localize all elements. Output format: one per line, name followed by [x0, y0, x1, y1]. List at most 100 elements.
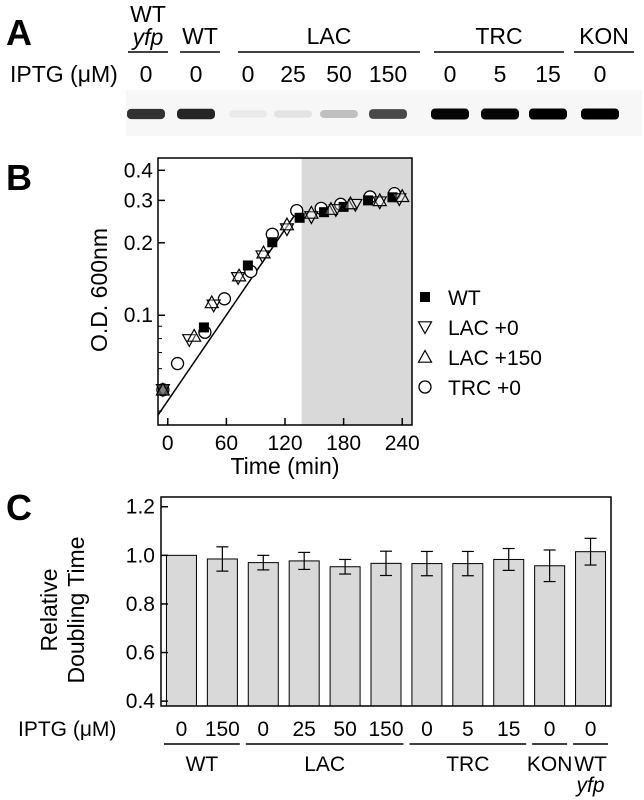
- y-tick-label: 0.4: [124, 159, 154, 182]
- y-tick-label: 0.8: [126, 593, 155, 616]
- category-label: 150: [368, 718, 403, 741]
- data-point: [181, 334, 197, 348]
- data-point: [394, 188, 410, 203]
- bar: [329, 566, 361, 707]
- data-point: [242, 260, 253, 271]
- lane-iptg-label: 50: [326, 61, 352, 87]
- x-tick-label: 60: [215, 432, 238, 455]
- data-point: [279, 216, 295, 231]
- y-tick-label: 0.4: [126, 690, 156, 713]
- blot-band: [127, 108, 165, 120]
- category-label: 0: [421, 718, 433, 741]
- category-label: 150: [205, 718, 240, 741]
- x-tick-label: 180: [326, 432, 361, 455]
- legend-label: LAC +150: [448, 347, 542, 370]
- data-point: [294, 212, 305, 223]
- legend-label: WT: [448, 287, 481, 310]
- panel-c-doubling-time: 0.4 0.6 0.8 1.0 1.2 Relative Doubling Time I…: [18, 496, 612, 797]
- bar: [411, 563, 443, 707]
- blot-band: [481, 108, 519, 120]
- legend-marker: [417, 349, 433, 363]
- data-point: [186, 328, 202, 342]
- y-tick-label: 0.2: [124, 232, 153, 255]
- group-label: KON: [579, 23, 629, 49]
- y-axis-label-line-1: Relative: [36, 568, 62, 651]
- group-label: WT: [130, 1, 166, 27]
- data-point: [155, 384, 171, 398]
- lane-iptg-label: 0: [594, 61, 607, 87]
- y-axis-label-line-2: Doubling Time: [63, 536, 89, 683]
- legend-label: TRC +0: [448, 377, 521, 400]
- data-points: [155, 186, 410, 398]
- blot-band: [177, 108, 215, 120]
- data-point: [231, 267, 247, 282]
- blot-band: [229, 110, 267, 118]
- legend-marker: [418, 380, 432, 394]
- blot-band: [581, 108, 619, 120]
- group-sublabel: yfp: [131, 24, 164, 50]
- category-label: 50: [333, 718, 356, 741]
- data-point: [255, 244, 272, 259]
- blot-bands: [127, 108, 619, 120]
- data-point: [319, 207, 330, 218]
- y-tick-label: 0.3: [124, 189, 153, 212]
- bar: [452, 563, 484, 707]
- group-label: TRC: [475, 23, 522, 49]
- bar: [370, 562, 402, 707]
- bar: [247, 562, 279, 707]
- category-label: 5: [462, 718, 474, 741]
- bar: [575, 551, 607, 707]
- panel-c-letter: C: [6, 487, 32, 528]
- lane-iptg-label: 0: [242, 61, 255, 87]
- category-label: 15: [497, 718, 520, 741]
- category-label: 25: [293, 718, 316, 741]
- bar: [534, 565, 566, 707]
- blot-band: [369, 109, 407, 119]
- x-tick-label: 0: [162, 432, 174, 455]
- panel-c-iptg-label: IPTG (μM): [18, 718, 116, 741]
- data-point: [217, 292, 232, 306]
- y-tick-label: 1.0: [126, 544, 155, 567]
- data-point: [342, 195, 358, 210]
- group-sublabel: yfp: [575, 774, 605, 797]
- category-label: 0: [176, 718, 188, 741]
- panel-b-letter: B: [6, 157, 32, 198]
- x-tick-label: 120: [267, 432, 302, 455]
- bar: [493, 558, 525, 707]
- x-axis-label: Time (min): [230, 453, 339, 479]
- y-axis-label: O.D. 600nm: [86, 228, 112, 352]
- group-label: WT: [574, 753, 607, 776]
- panel-a-letter: A: [6, 12, 32, 53]
- y-tick-label: 1.2: [126, 496, 155, 519]
- blot-band: [431, 108, 469, 120]
- lane-iptg-label: 0: [140, 61, 153, 87]
- data-point: [303, 205, 319, 219]
- data-point: [338, 201, 349, 212]
- category-label: 0: [544, 718, 556, 741]
- axes-ticks: 0.4 0.6 0.8 1.0 1.2: [126, 496, 168, 713]
- plot-frame: [160, 496, 612, 707]
- data-point: [204, 294, 220, 309]
- category-labels: 0 150 0 25 50 150 0 5 15 0 0: [176, 718, 597, 741]
- y-tick-label: 0.1: [124, 304, 153, 327]
- group-label: LAC: [307, 23, 352, 49]
- data-point: [363, 195, 374, 206]
- data-point: [267, 237, 278, 248]
- legend-label: LAC +0: [448, 317, 519, 340]
- bar: [206, 558, 238, 707]
- data-point: [323, 201, 339, 215]
- lane-iptg-label: 0: [190, 61, 203, 87]
- data-point: [391, 193, 407, 207]
- axes-ticks: 0 60 120 180 240 0.1 0.2 0.3 0.4: [124, 159, 420, 455]
- data-point: [155, 382, 171, 396]
- x-tick-label: 240: [385, 432, 420, 455]
- bars: [165, 537, 607, 707]
- legend-marker: [420, 292, 430, 302]
- data-point: [198, 322, 209, 333]
- blot-band: [529, 108, 567, 120]
- panel-b-growth-curve: 0 60 120 180 240 0.1 0.2 0.3 0.4 WT LAC +0 LAC +15…: [86, 157, 542, 479]
- group-label: KON: [527, 753, 573, 776]
